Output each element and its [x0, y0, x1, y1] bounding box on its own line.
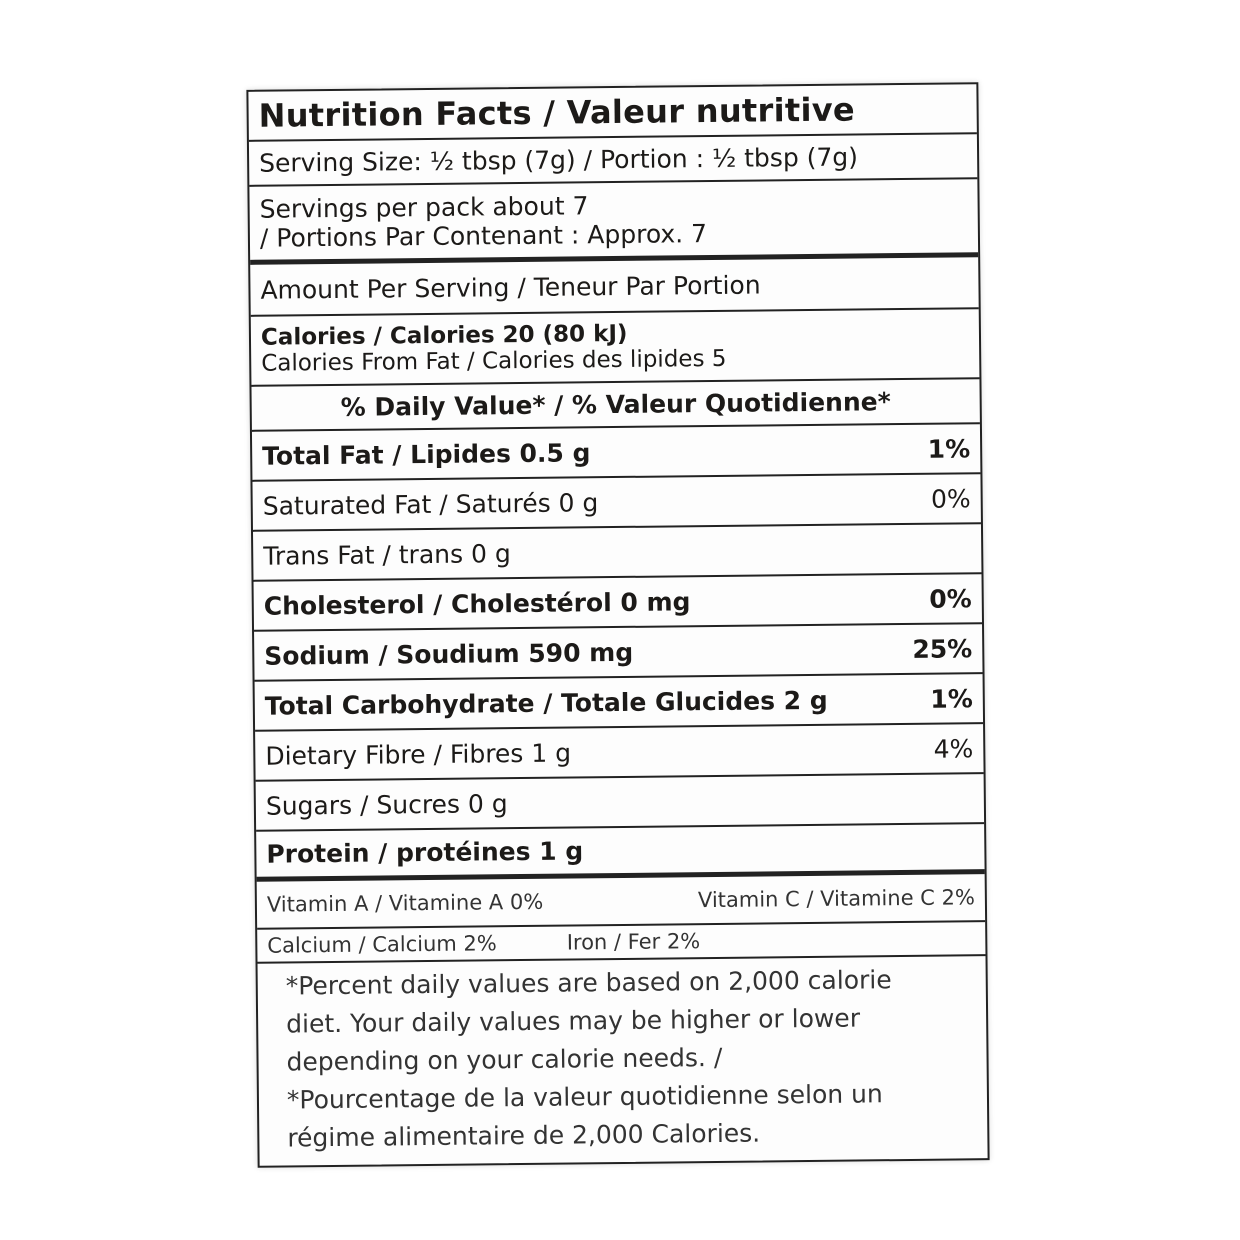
nutrient-row: Total Fat / Lipides 0.5 g 1%: [251, 424, 981, 482]
servings-line2: / Portions Par Contenant : Approx. 7: [259, 218, 708, 253]
calories: Calories / Calories 20 (80 kJ): [260, 320, 628, 351]
mineral-left: Calcium / Calcium 2%: [267, 931, 497, 958]
nutrient-dv: 1%: [930, 683, 973, 714]
servings-line1: Servings per pack about 7: [259, 190, 589, 224]
amount-per-serving: Amount Per Serving / Teneur Par Portion: [260, 269, 761, 305]
serving-size-row: Serving Size: ½ tbsp (7g) / Portion : ½ …: [248, 134, 978, 187]
nutrient-row: Dietary Fibre / Fibres 1 g 4%: [255, 724, 984, 782]
nutrient-dv: 1%: [927, 433, 971, 464]
nutrient-row: Protein / protéines 1 g: [256, 824, 985, 882]
nutrient-row: Sugars / Sucres 0 g: [255, 774, 985, 832]
dv-header: % Daily Value* / % Valeur Quotidienne*: [340, 387, 891, 422]
vitamin-left: Vitamin A / Vitamine A 0%: [266, 889, 544, 917]
nutrient-dv: 0%: [930, 483, 971, 514]
calories-from-fat: Calories From Fat / Calories des lipides…: [261, 345, 727, 377]
dv-header-row: % Daily Value* / % Valeur Quotidienne*: [251, 379, 980, 432]
label-title: Nutrition Facts / Valeur nutritive: [258, 90, 856, 135]
nutrient-label: Protein / protéines 1 g: [266, 836, 584, 869]
footnote-line: régime alimentaire de 2,000 Calories.: [287, 1118, 761, 1153]
nutrition-facts-label: Nutrition Facts / Valeur nutritive Servi…: [246, 82, 990, 1168]
nutrient-label: Total Carbohydrate / Totale Glucides 2 g: [264, 685, 828, 721]
vitamin-right: Vitamin C / Vitamine C 2%: [697, 885, 975, 913]
nutrient-label: Total Fat / Lipides 0.5 g: [262, 437, 591, 471]
nutrient-row: Cholesterol / Cholestérol 0 mg 0%: [253, 574, 983, 632]
nutrient-row: Total Carbohydrate / Totale Glucides 2 g…: [254, 674, 984, 732]
nutrient-dv: 4%: [933, 733, 974, 764]
nutrient-row: Saturated Fat / Saturés 0 g 0%: [252, 474, 981, 532]
footnote-line: *Pourcentage de la valeur quotidienne se…: [286, 1079, 883, 1115]
footnote: *Percent daily values are based on 2,000…: [258, 956, 988, 1162]
nutrient-row: Sodium / Soudium 590 mg 25%: [254, 624, 983, 682]
nutrient-label: Sugars / Sucres 0 g: [265, 788, 508, 821]
nutrient-label: Trans Fat / trans 0 g: [263, 538, 511, 571]
serving-size: Serving Size: ½ tbsp (7g) / Portion : ½ …: [258, 142, 859, 178]
nutrient-dv: 0%: [929, 583, 972, 614]
vitamin-row: Vitamin A / Vitamine A 0% Vitamin C / Vi…: [256, 874, 986, 930]
calories-row: Calories / Calories 20 (80 kJ) Calories …: [250, 309, 980, 387]
servings-row: Servings per pack about 7 / Portions Par…: [249, 179, 979, 265]
nutrient-row: Trans Fat / trans 0 g: [253, 524, 982, 582]
nutrient-label: Saturated Fat / Saturés 0 g: [262, 487, 599, 521]
nutrient-label: Dietary Fibre / Fibres 1 g: [265, 737, 572, 771]
nutrient-dv: 25%: [912, 633, 973, 664]
mineral-right: Iron / Fer 2%: [566, 929, 701, 955]
nutrient-label: Sodium / Soudium 590 mg: [264, 637, 634, 671]
title-row: Nutrition Facts / Valeur nutritive: [248, 84, 977, 142]
amount-row: Amount Per Serving / Teneur Par Portion: [250, 257, 979, 317]
nutrient-label: Cholesterol / Cholestérol 0 mg: [263, 586, 691, 621]
footnote-line: diet. Your daily values may be higher or…: [286, 1003, 861, 1039]
